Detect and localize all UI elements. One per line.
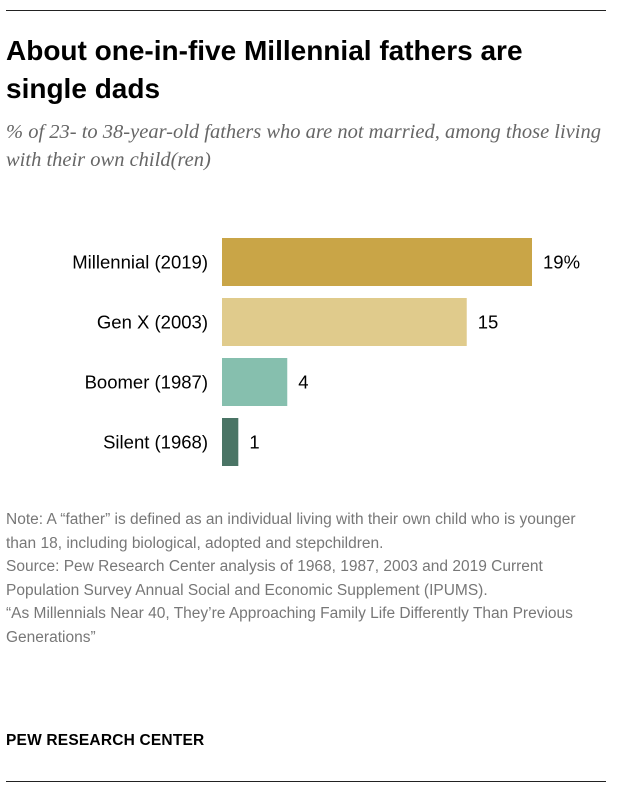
chart-notes: Note: A “father” is defined as an indivi… — [6, 508, 606, 650]
chart-title: About one-in-five Millennial fathers are… — [6, 35, 523, 104]
top-rule — [6, 10, 606, 11]
category-label-silent-1968: Silent (1968) — [103, 432, 208, 453]
bar-millennial-2019 — [222, 238, 532, 286]
value-label-boomer-1987: 4 — [298, 372, 308, 393]
bar-gen-x-2003 — [222, 298, 467, 346]
category-label-boomer-1987: Boomer (1987) — [85, 372, 208, 393]
report-title: “As Millennials Near 40, They’re Approac… — [6, 605, 573, 646]
category-label-gen-x-2003: Gen X (2003) — [97, 312, 208, 333]
value-label-millennial-2019: 19% — [543, 252, 580, 273]
bottom-rule — [6, 781, 606, 782]
bar-silent-1968 — [222, 418, 239, 466]
note-text: Note: A “father” is defined as an indivi… — [6, 511, 576, 552]
category-label-millennial-2019: Millennial (2019) — [72, 252, 208, 273]
source-text: Source: Pew Research Center analysis of … — [6, 558, 543, 599]
value-label-silent-1968: 1 — [249, 432, 259, 453]
bar-chart: Millennial (2019) 19% Gen X (2003) 15 Boomer… — [72, 238, 580, 466]
bar-boomer-1987 — [222, 358, 288, 406]
value-label-gen-x-2003: 15 — [478, 312, 499, 333]
chart-subtitle: % of 23- to 38-year-old fathers who are … — [6, 121, 601, 171]
pew-logo-text: PEW RESEARCH CENTER — [6, 732, 205, 749]
